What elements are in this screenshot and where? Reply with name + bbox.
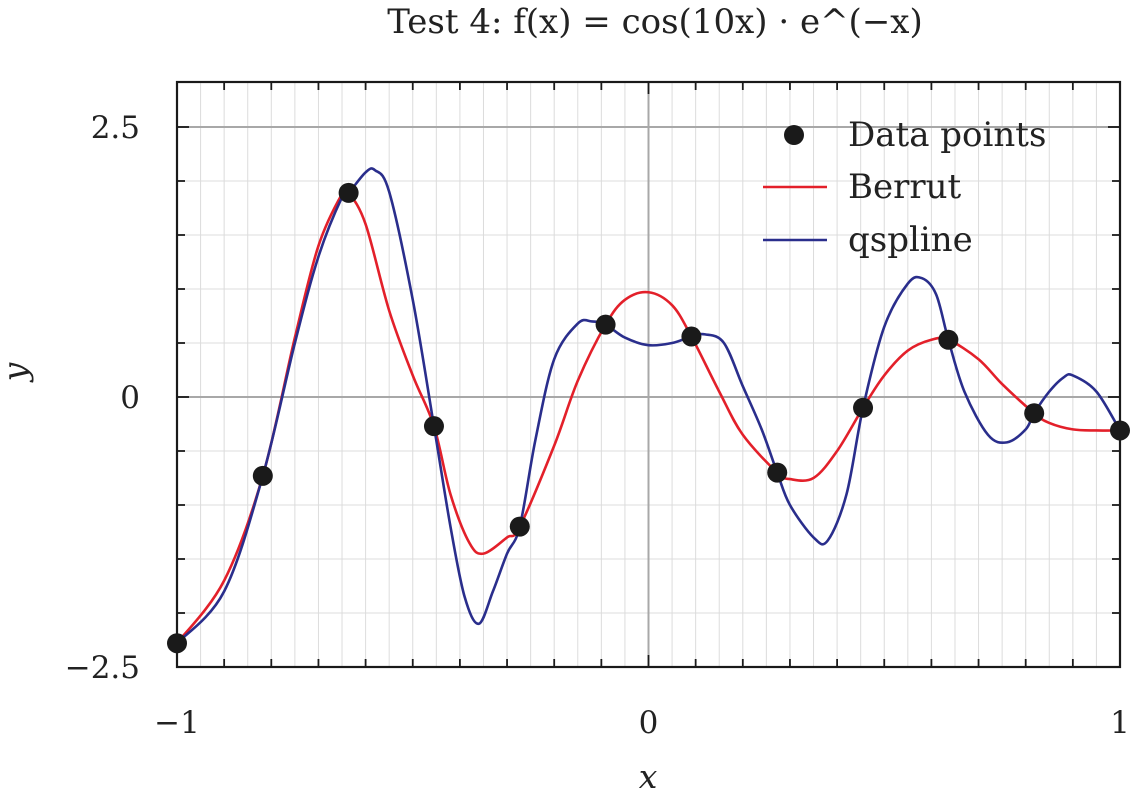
data-point [252,465,273,486]
data-points-layer [167,182,1130,654]
legend-label-qspline: qspline [848,220,973,260]
data-point [338,182,359,203]
plot-frame [175,80,1122,669]
x-tick-label: 0 [639,705,659,741]
legend-marker-data-points [784,125,804,145]
x-tick-labels: −1 0 1 [154,705,1130,741]
data-point [1024,403,1045,424]
x-axis-label: x [639,757,658,794]
y-tick-labels: −2.5 0 2.5 [65,110,140,686]
series-line-qspline [176,167,1122,645]
legend-label-data-points: Data points [848,115,1046,155]
y-tick-label: 2.5 [91,110,140,146]
legend: Data points Berrut qspline [763,115,1046,260]
y-axis-label: y [0,362,34,383]
data-point [423,416,444,437]
x-tick-label: 1 [1110,705,1130,741]
data-point [938,329,959,350]
data-point [767,462,788,483]
y-tick-label: −2.5 [65,650,140,686]
y-tick-label: 0 [120,380,140,416]
data-point [681,326,702,347]
chart-title: Test 4: f(x) = cos(10x) · e^(−x) [387,2,923,42]
data-point [595,314,616,335]
axis-ticks [176,82,1121,668]
legend-label-berrut: Berrut [848,167,962,207]
data-point [853,397,874,418]
x-tick-label: −1 [154,705,200,741]
data-point [509,516,530,537]
